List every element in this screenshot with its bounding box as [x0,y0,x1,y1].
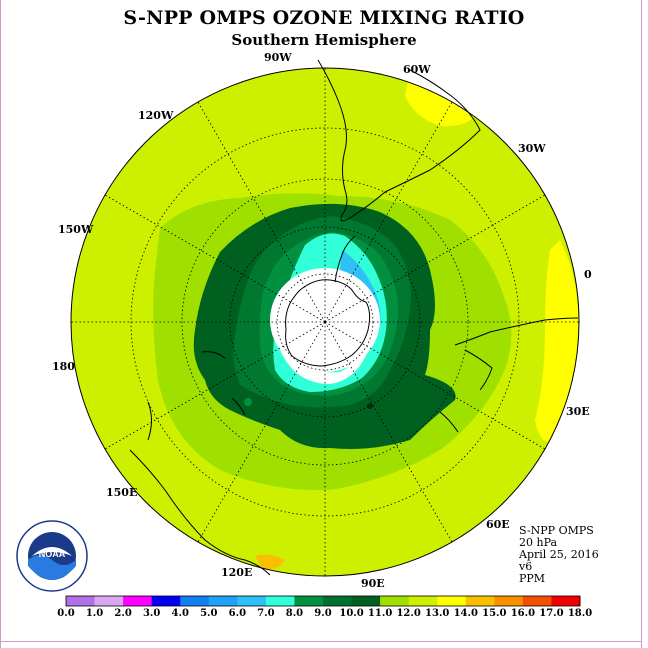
antarctica-coast [285,279,371,367]
tasmania-coast [147,401,152,441]
lon-label-120w: 120W [138,109,174,122]
colorbar-swatch [408,596,438,606]
colorbar-tick-label: 10.0 [339,608,364,619]
colorbar-swatch [294,596,324,606]
africa-coast-south [464,349,493,391]
new-zealand-coast-2 [231,397,246,416]
colorbar-swatch [237,596,267,606]
colorbar-swatch [66,596,96,606]
colorbar-swatch [437,596,467,606]
lon-label-60w: 60W [403,63,431,76]
lon-label-150e: 150E [106,486,138,499]
colorbar-swatch [323,596,353,606]
noaa-logo: NOAA [16,520,88,592]
colorbar-tick-label: 4.0 [171,608,189,619]
new-zealand-coast [201,351,226,359]
colorbar-tick-label: 9.0 [314,608,332,619]
colorbar-tick-label: 16.0 [510,608,536,619]
colorbar-swatch [151,596,181,606]
info-version: v6 [519,560,533,573]
ozone-field-13-14-north [405,80,480,127]
colorbar-swatch [265,596,295,606]
colorbar-tick-label: 7.0 [257,608,275,619]
ozone-field-13-14-east [535,240,579,443]
australia-coast [129,449,271,576]
info-date: April 25, 2016 [519,548,599,561]
south-pole-marker [323,320,327,324]
colorbar-swatch [522,596,552,606]
colorbar-tick-label: 1.0 [85,608,104,619]
info-level: 20 hPa [519,536,558,549]
ozone-field-14-15 [255,554,285,569]
ozone-cell [244,398,252,406]
colorbar-swatch [380,596,410,606]
colorbar-swatch [351,596,381,606]
colorbar-tick-label: 14.0 [453,608,478,619]
colorbar-tick-label: 11.0 [367,608,393,619]
colorbar-tick-label: 2.0 [114,608,132,619]
lon-label-60e: 60E [486,518,510,531]
colorbar-swatch [180,596,210,606]
lon-label-0: 0 [584,268,592,281]
lon-label-30e: 30E [566,405,590,418]
map-subtitle: Southern Hemisphere [231,31,417,49]
info-block: S-NPP OMPS 20 hPa April 25, 2016 v6 PPM [519,525,599,585]
colorbar-swatch [465,596,495,606]
noaa-logo-text: NOAA [39,549,66,559]
polar-no-data [270,268,380,372]
colorbar-tick-label: 17.0 [539,608,564,619]
coastlines [129,59,579,576]
lon-label-90w: 90W [264,51,292,64]
antarctic-peninsula [334,235,356,283]
colorbar-tick-label: 13.0 [425,608,450,619]
colorbar-tick-label: 6.0 [228,608,247,619]
colorbar-swatch [94,596,124,606]
map-title: S-NPP OMPS OZONE MIXING RATIO [123,7,525,29]
colorbar-tick-label: 5.0 [200,608,218,619]
colorbar-swatch [494,596,524,606]
polar-no-data-lobe [280,340,372,384]
africa-coast [454,317,579,346]
lon-label-150w: 150W [58,223,94,236]
colorbar-swatch [208,596,238,606]
colorbar-tick-label: 12.0 [396,608,421,619]
south-america-coast [317,59,481,222]
colorbar-tick-label: 0.0 [57,608,75,619]
colorbar-tick-label: 3.0 [142,608,161,619]
frame-right [641,0,642,648]
lon-label-30w: 30W [518,142,546,155]
info-units: PPM [519,572,546,585]
colorbar-tick-label: 18.0 [567,608,593,619]
lon-label-120e: 120E [221,566,253,579]
lon-label-90e: 90E [361,577,385,590]
colorbar-border [65,595,581,607]
colorbar-tick-label: 8.0 [285,608,304,619]
colorbar-tick-label: 15.0 [482,608,507,619]
madagascar-coast [439,411,459,433]
map-outline [70,67,580,577]
info-instrument: S-NPP OMPS [519,524,594,537]
lon-label-180: 180 [52,360,75,373]
colorbar-swatch [123,596,153,606]
frame-bottom [0,641,642,642]
colorbar-swatch [551,596,581,606]
frame-left [0,0,1,648]
